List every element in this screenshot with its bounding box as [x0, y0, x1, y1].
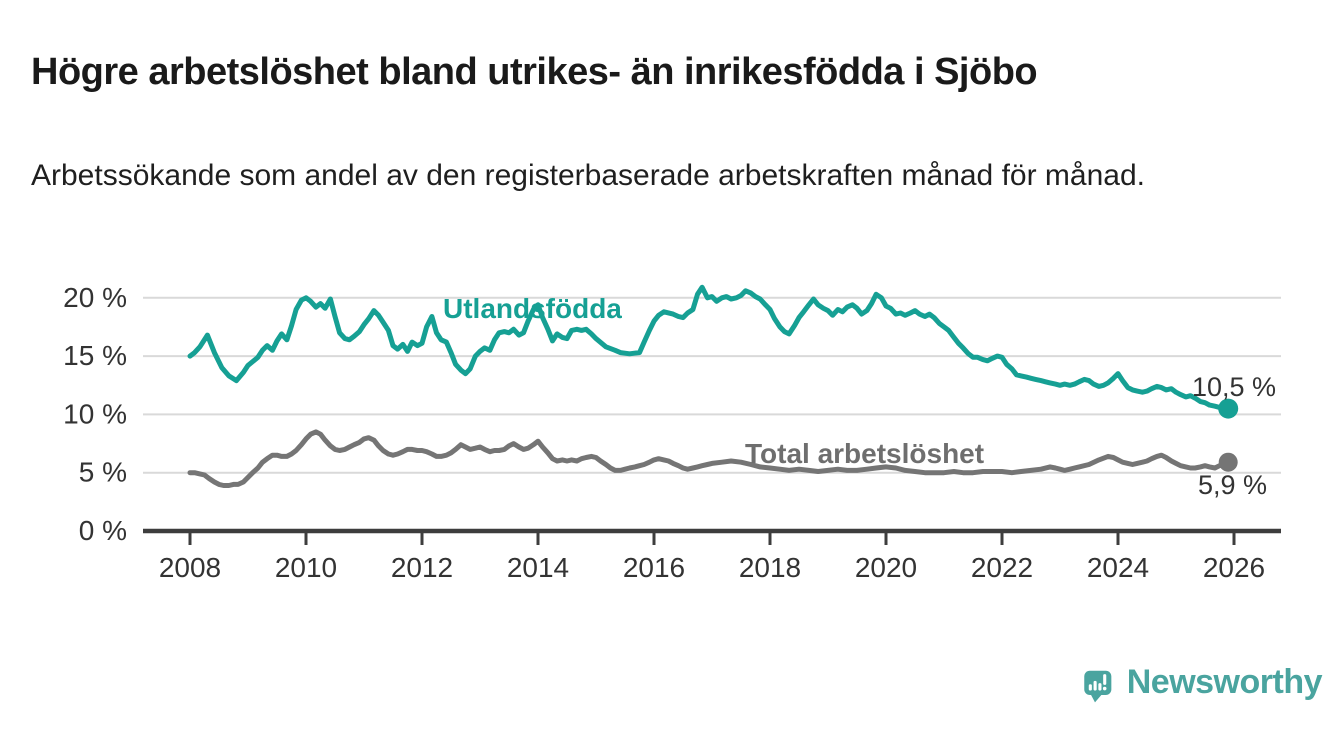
page-subtitle: Arbetssökande som andel av den registerb…	[31, 159, 1145, 192]
series-line-utlandsfodda	[187, 284, 1231, 412]
x-axis-tick-label: 2012	[391, 552, 453, 583]
x-axis-tick-label: 2014	[507, 552, 569, 583]
series-end-dot-utlandsfodda	[1218, 398, 1239, 419]
logo-exclamation-glyph	[1102, 674, 1107, 691]
chart-labels: Utlandsfödda Total arbetslöshet 10,5 % 5…	[443, 293, 1276, 500]
x-axis-tick-label: 2010	[275, 552, 337, 583]
series-label-utlandsfodda: Utlandsfödda	[443, 293, 622, 324]
speech-bubble-bar-chart-icon	[1084, 670, 1112, 703]
x-axis-tick-label: 2016	[623, 552, 685, 583]
series-end-dot-total	[1218, 452, 1238, 472]
series-lines	[187, 284, 1239, 488]
y-axis-tick-label: 15 %	[63, 340, 127, 371]
y-axis-tick-label: 20 %	[63, 282, 127, 313]
page-title: Högre arbetslöshet bland utrikes- än inr…	[31, 51, 1038, 94]
x-axis-tick-label: 2018	[739, 552, 801, 583]
series-label-total: Total arbetslöshet	[745, 438, 984, 469]
end-value-label-utlandsfodda: 10,5 %	[1192, 372, 1276, 402]
x-axis: 2008 2010 2012 2014 2016 2018 2020 2022 2024 2026	[143, 528, 1281, 583]
x-axis-tick-label: 2026	[1203, 552, 1265, 583]
x-axis-tick-label: 2008	[159, 552, 221, 583]
newsworthy-logo: Newsworthy	[1082, 651, 1323, 721]
y-axis-tick-label: 10 %	[63, 398, 127, 429]
logo-bubble-tail	[1090, 693, 1103, 703]
logo-speech-bubble	[1084, 670, 1112, 696]
series-line-total	[187, 429, 1231, 488]
x-axis-tick-label: 2024	[1087, 552, 1149, 583]
end-value-label-total: 5,9 %	[1198, 470, 1267, 500]
y-axis-tick-label: 0 %	[79, 515, 127, 546]
y-axis-tick-label: 5 %	[79, 457, 127, 488]
logo-bar-chart-glyph	[1088, 680, 1102, 691]
x-axis-tick-label: 2022	[971, 552, 1033, 583]
x-axis-tick-label: 2020	[855, 552, 917, 583]
gridlines: 0 % 5 % 10 % 15 % 20 %	[63, 282, 1281, 546]
logo-wordmark: Newsworthy	[1126, 662, 1323, 701]
